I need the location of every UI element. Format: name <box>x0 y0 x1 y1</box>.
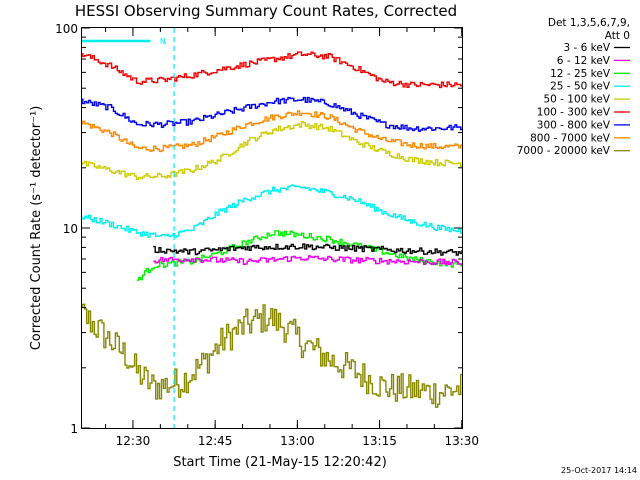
series-line-800-7000-kev <box>82 110 462 153</box>
legend-label: 100 - 300 keV <box>537 107 611 119</box>
timestamp: 25-Oct-2017 14:14 <box>561 466 637 475</box>
axes: 12:30 12:45 13:00 13:15 13:30 1 10 100 <box>55 22 479 448</box>
series-line-25-50-kev <box>82 184 462 238</box>
x-axis-label: Start Time (21-May-15 12:20:42) <box>173 455 387 470</box>
y-tick-label: 10 <box>63 222 78 236</box>
legend-label: 6 - 12 keV <box>557 55 611 67</box>
y-axis-label: Corrected Count Rate (s⁻¹ detector⁻¹) <box>29 106 44 351</box>
x-tick-label: 13:15 <box>362 434 397 448</box>
y-tick-label: 100 <box>55 22 78 36</box>
x-tick-label: 13:00 <box>280 434 315 448</box>
legend-header: Att 0 <box>605 30 630 42</box>
series-line-3-6-kev <box>153 243 462 256</box>
legend-label: 25 - 50 keV <box>550 81 611 93</box>
y-tick-label: 1 <box>70 422 78 436</box>
legend-label: 300 - 800 keV <box>537 119 611 131</box>
series-line-50-100-kev <box>82 121 462 181</box>
plot-frame <box>81 27 463 429</box>
x-tick-label: 12:45 <box>198 434 233 448</box>
flag-label: N <box>160 37 166 46</box>
chart-title: HESSI Observing Summary Count Rates, Cor… <box>75 2 457 20</box>
legend-label: 800 - 7000 keV <box>530 132 611 144</box>
series-line-100-300-kev <box>82 51 462 89</box>
series-line-6-12-kev <box>153 255 462 266</box>
legend-label: 50 - 100 keV <box>543 94 610 106</box>
x-tick-label: 12:30 <box>116 434 151 448</box>
legend-label: 7000 - 20000 keV <box>517 145 611 157</box>
plot-area: N <box>82 28 462 428</box>
legend-header: Det 1,3,5,6,7,9, <box>548 17 630 29</box>
series-line-300-800-kev <box>82 96 462 132</box>
series-line-7000-20000-kev <box>82 303 462 408</box>
legend-label: 12 - 25 keV <box>550 68 611 80</box>
x-tick-label: 13:30 <box>444 434 479 448</box>
legend-label: 3 - 6 keV <box>563 42 610 54</box>
